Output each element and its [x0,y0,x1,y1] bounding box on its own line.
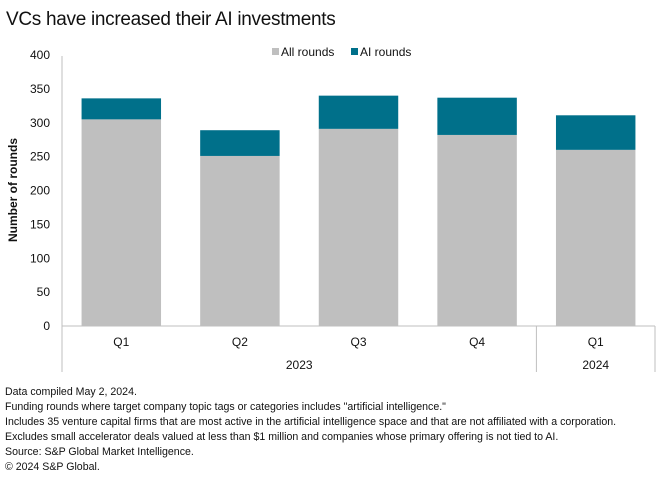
bar-all-rounds-2 [200,155,280,326]
footer-date-note: Data compiled May 2, 2024. [5,386,137,398]
y-tick-label: 200 [30,184,50,198]
x-group-label: 2024 [582,358,609,372]
bar-ai-rounds-4 [437,97,517,135]
bars [81,95,636,326]
legend: All rounds AI rounds [272,45,411,59]
y-tick-label: 400 [30,48,50,62]
y-tick-label: 50 [37,285,51,299]
legend-swatch [351,48,358,55]
footer-excludes-note: Excludes small accelerator deals valued … [5,431,559,443]
x-group-label: 2023 [286,358,313,372]
bar-all-rounds-3 [318,128,399,326]
chart-title: VCs have increased their AI investments [6,9,336,30]
footer-copyright: © 2024 S&P Global. [5,461,100,473]
stacked-bar-chart: 0 50 100 150 200 250 300 350 400 Q1 Q2 Q3 Q4 Q1 2023 2… [6,45,656,372]
bar-all-rounds-5 [555,149,636,326]
footer-funding-note: Funding rounds where target company topi… [5,401,446,413]
y-tick-label: 350 [30,82,50,96]
x-tick-label: Q3 [350,335,366,349]
x-tick-label: Q2 [232,335,248,349]
legend-label: AI rounds [360,45,411,59]
chart-footer: Data compiled May 2, 2024. Funding round… [5,385,616,475]
bar-ai-rounds-1 [81,98,162,120]
bar-ai-rounds-5 [555,115,636,150]
bar-all-rounds-4 [437,134,517,326]
bar-ai-rounds-3 [318,95,399,129]
y-tick-label: 250 [30,150,50,164]
footer-includes-note: Includes 35 venture capital firms that a… [5,416,617,428]
x-tick-label: Q1 [588,335,604,349]
bar-all-rounds-1 [81,119,162,326]
y-axis-label: Number of rounds [6,138,20,242]
legend-label: All rounds [281,45,334,59]
y-tick-label: 150 [30,217,50,231]
y-tick-label: 100 [30,251,50,265]
y-tick-label: 300 [30,116,50,130]
bar-ai-rounds-2 [200,130,280,156]
x-axis: Q1 Q2 Q3 Q4 Q1 2023 2024 [62,325,656,372]
y-tick-label: 0 [43,319,50,333]
footer-source: Source: S&P Global Market Intelligence. [5,446,194,458]
legend-swatch [272,48,279,55]
x-tick-label: Q1 [113,335,129,349]
x-tick-label: Q4 [469,335,485,349]
y-axis: 0 50 100 150 200 250 300 350 400 [30,48,63,372]
